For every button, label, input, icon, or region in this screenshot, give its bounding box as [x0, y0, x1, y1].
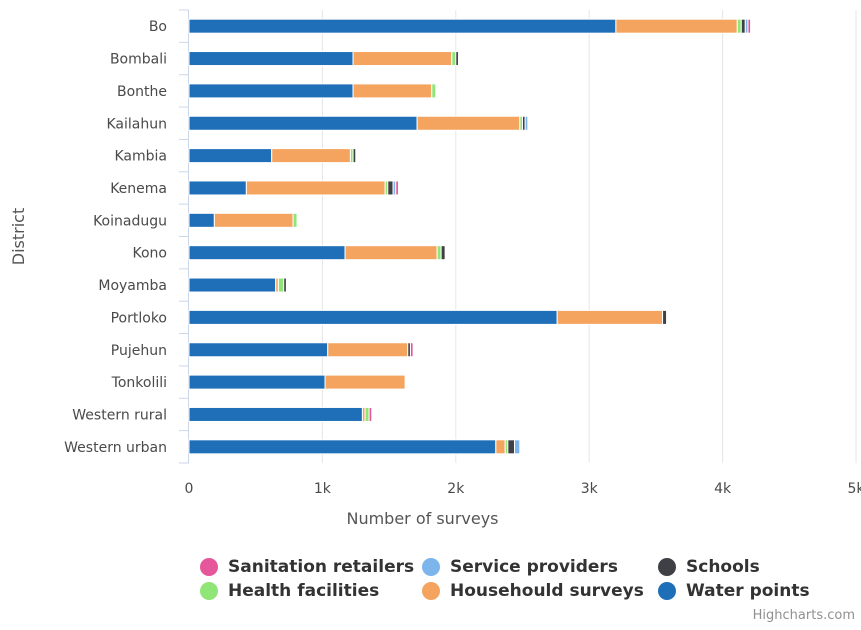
highcharts-credits-link[interactable]: Highcharts.com	[752, 608, 855, 623]
bar-kono-schools	[440, 245, 446, 261]
bar-kenema-househould-surveys	[245, 180, 386, 196]
category-label: Kenema	[110, 181, 167, 197]
legend-marker	[422, 582, 440, 600]
category-label: Kailahun	[107, 116, 168, 132]
bar-pujehun-water-points	[188, 342, 329, 358]
y-axis-title: District	[9, 208, 28, 265]
bar-kailahun-service-providers	[524, 115, 529, 131]
x-tick-label: 1k	[314, 481, 332, 497]
bar-bombali-water-points	[188, 51, 354, 67]
bar-kambia-househould-surveys	[271, 148, 351, 164]
legend-label: Sanitation retailers	[228, 557, 415, 577]
legend-marker	[422, 558, 440, 576]
category-label: Pujehun	[111, 343, 167, 359]
bar-pujehun-sanitation-retailers	[409, 342, 414, 358]
legend-marker	[658, 558, 676, 576]
bar-kenema-schools	[387, 180, 394, 196]
bar-portloko-househould-surveys	[556, 309, 664, 325]
bar-kambia-water-points	[188, 148, 273, 164]
legend-marker	[658, 582, 676, 600]
bar-bonthe-househould-surveys	[352, 83, 433, 99]
bar-koinadugu-water-points	[188, 212, 215, 228]
bar-kono-househould-surveys	[344, 245, 438, 261]
category-label: Portloko	[111, 310, 167, 326]
bar-moyamba-schools	[283, 277, 287, 293]
bar-tonkolili-water-points	[188, 374, 326, 390]
bar-kailahun-househould-surveys	[416, 115, 521, 131]
bar-bo-health-facilities	[736, 18, 742, 34]
x-tick-label: 5k	[847, 481, 861, 497]
bar-kenema-water-points	[188, 180, 247, 196]
x-tick-label: 4k	[714, 481, 732, 497]
legend-marker	[200, 558, 218, 576]
bar-bo-water-points	[188, 18, 617, 34]
bar-bonthe-health-facilities	[431, 83, 437, 99]
bar-koinadugu-househould-surveys	[213, 212, 294, 228]
category-label: Koinadugu	[93, 213, 167, 229]
bar-bombali-health-facilities	[451, 51, 457, 67]
bar-bo-sanitation-retailers	[747, 18, 752, 34]
legend-label: Water points	[686, 581, 810, 601]
x-tick-label: 0	[185, 481, 194, 497]
category-label: Kono	[133, 246, 168, 262]
category-label: Moyamba	[98, 278, 167, 294]
legend-label: Househould surveys	[450, 581, 644, 601]
category-label: Kambia	[114, 149, 167, 165]
legend-marker	[200, 582, 218, 600]
x-axis-title: Number of surveys	[346, 509, 498, 528]
bar-kono-water-points	[188, 245, 346, 261]
bar-bonthe-water-points	[188, 83, 354, 99]
legend-item-service-providers[interactable]: Service providers	[422, 556, 658, 578]
bar-bo-schools	[740, 18, 746, 34]
bar-kenema-sanitation-retailers	[395, 180, 399, 196]
category-label: Western urban	[64, 440, 167, 456]
bar-koinadugu-health-facilities	[292, 212, 298, 228]
legend-label: Service providers	[450, 557, 618, 577]
bar-kambia-schools	[352, 148, 357, 164]
category-label: Bo	[149, 19, 167, 35]
bar-western-rural-health-facilities	[364, 406, 370, 422]
x-tick-label: 3k	[581, 481, 599, 497]
legend-label: Health facilities	[228, 581, 380, 601]
bar-bombali-schools	[455, 51, 459, 67]
legend-item-sanitation-retailers[interactable]: Sanitation retailers	[200, 556, 422, 578]
bar-tonkolili-househould-surveys	[324, 374, 406, 390]
legend-item-health-facilities[interactable]: Health facilities	[200, 580, 422, 602]
legend-item-househould-surveys[interactable]: Househould surveys	[422, 580, 658, 602]
legend-label: Schools	[686, 557, 760, 577]
chart-legend: Sanitation retailers Service providers S…	[200, 556, 860, 602]
category-label: Tonkolili	[111, 375, 167, 391]
bar-bo-househould-surveys	[615, 18, 738, 34]
category-label: Western rural	[72, 407, 167, 423]
legend-item-water-points[interactable]: Water points	[658, 580, 848, 602]
bar-western-urban-househould-surveys	[495, 439, 506, 455]
category-label: Bombali	[110, 52, 167, 68]
bar-western-urban-service-providers	[513, 439, 521, 455]
bar-bombali-househould-surveys	[352, 51, 453, 67]
stacked-bar-chart: Bo Bombali Bonthe Kailahun Kambia Kenema Koina…	[9, 9, 861, 528]
x-tick-label: 2k	[447, 481, 465, 497]
bar-kailahun-water-points	[188, 115, 418, 131]
category-label: Bonthe	[117, 84, 167, 100]
bar-western-urban-water-points	[188, 439, 497, 455]
legend-item-schools[interactable]: Schools	[658, 556, 848, 578]
bar-kono-health-facilities	[436, 245, 442, 261]
bar-portloko-schools	[662, 309, 668, 325]
bar-pujehun-househould-surveys	[327, 342, 409, 358]
bar-moyamba-water-points	[188, 277, 277, 293]
bar-moyamba-health-facilities	[277, 277, 285, 293]
bar-portloko-water-points	[188, 309, 558, 325]
bar-western-urban-schools	[507, 439, 515, 455]
bar-western-rural-sanitation-retailers	[368, 406, 373, 422]
bar-western-rural-water-points	[188, 406, 363, 422]
